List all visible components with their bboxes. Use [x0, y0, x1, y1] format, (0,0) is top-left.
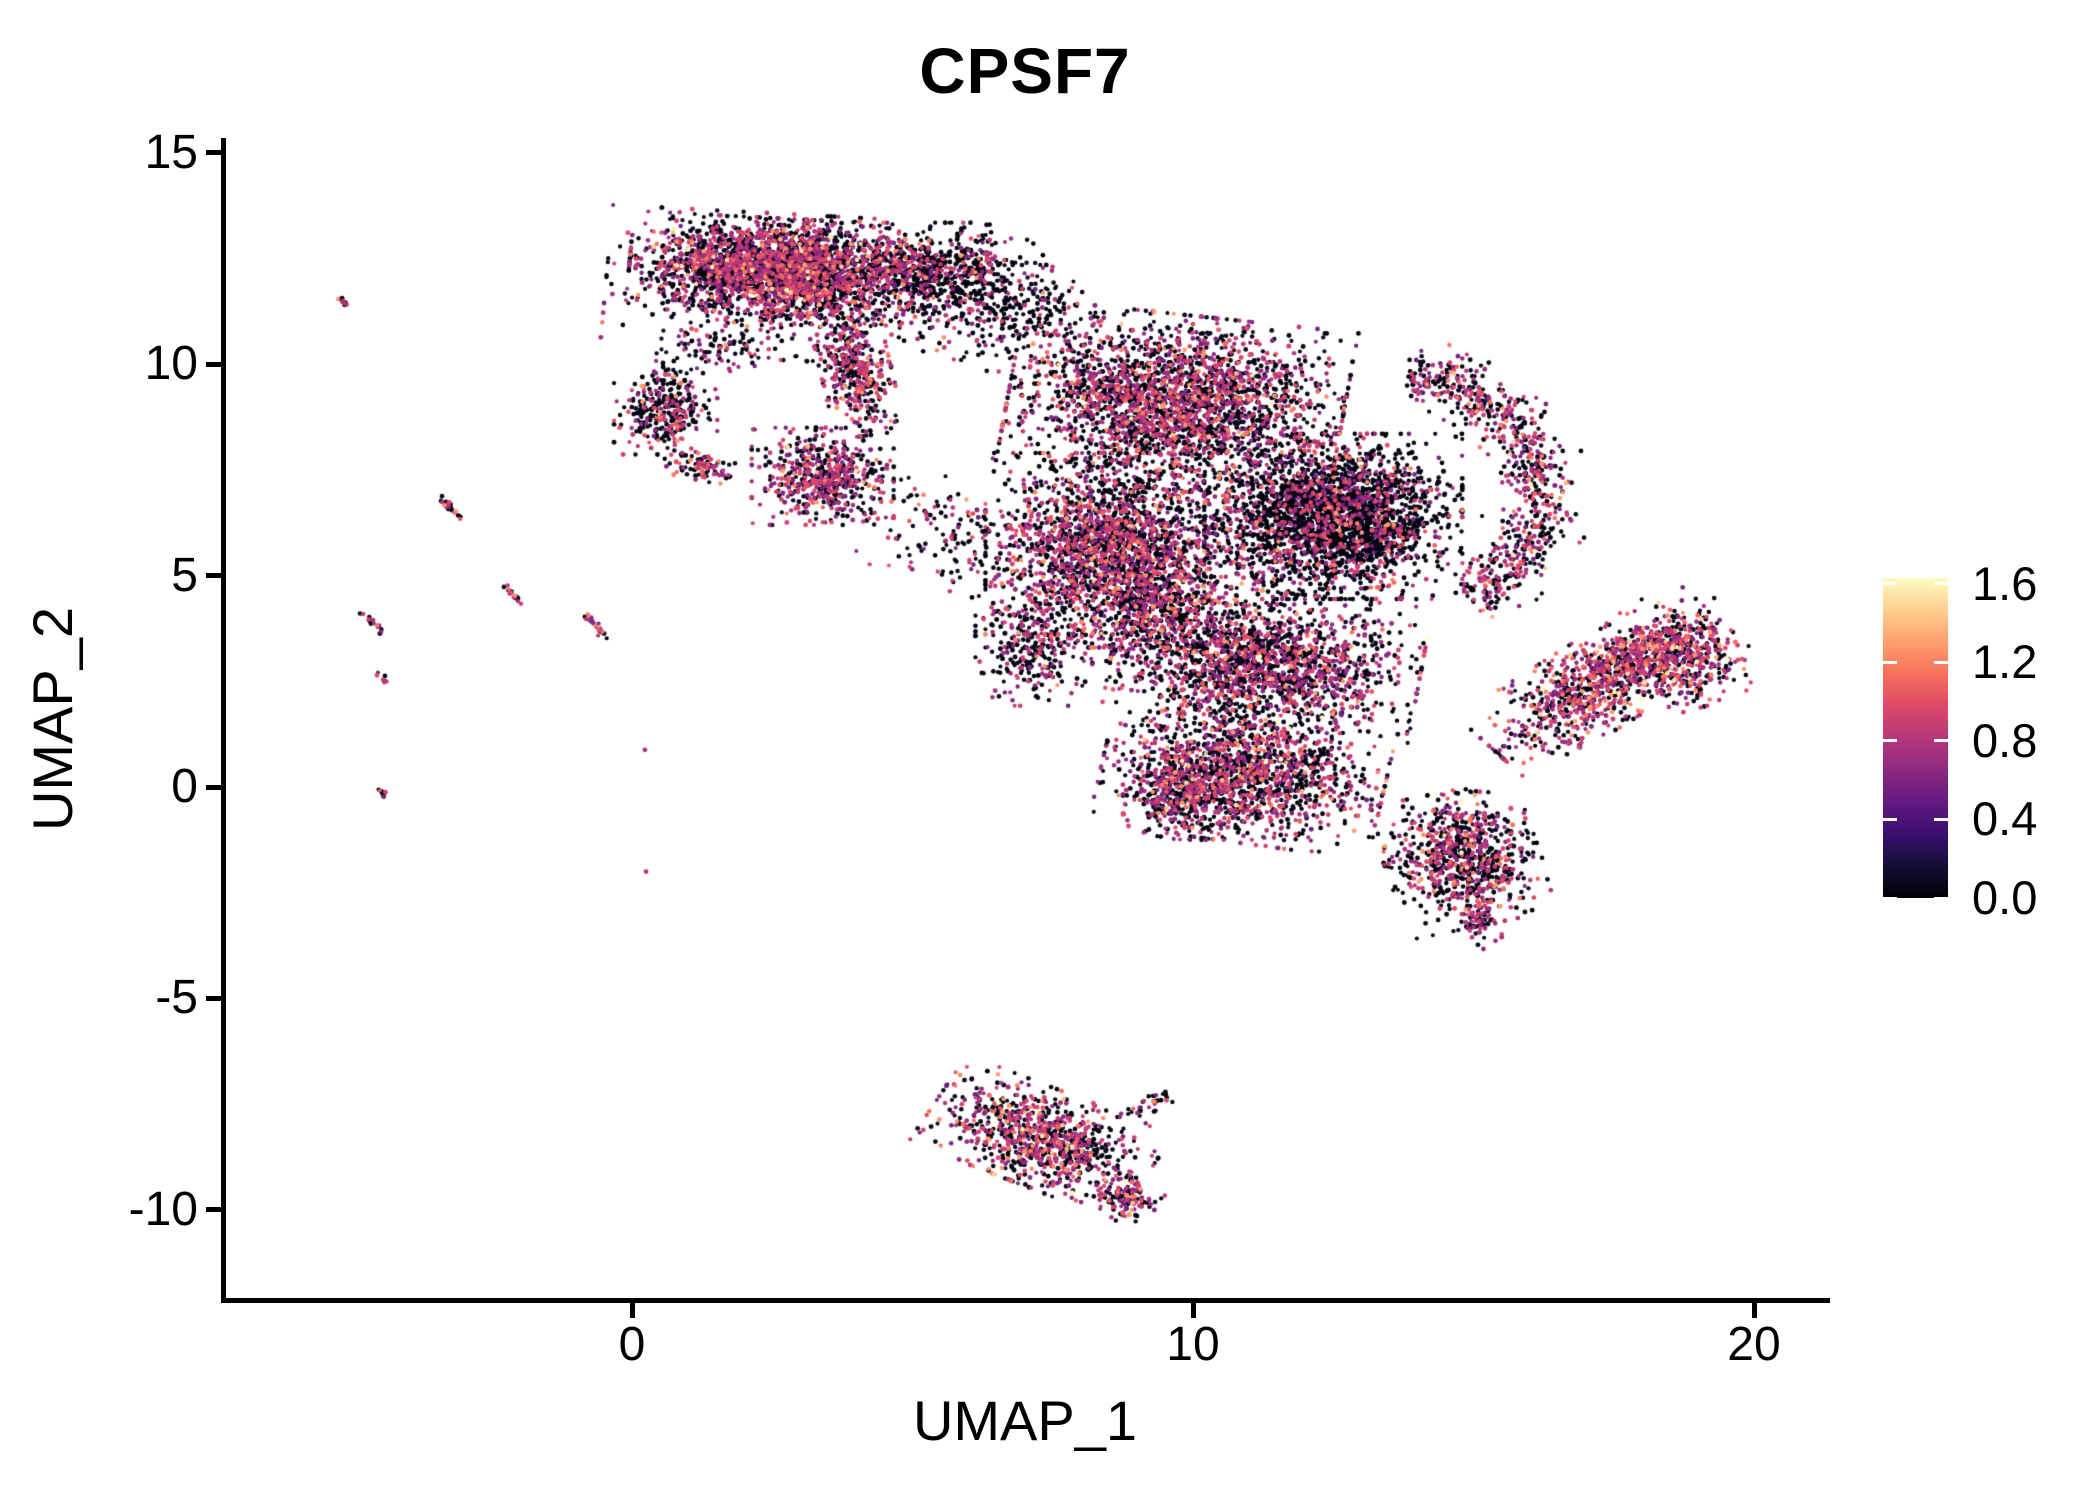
y-tick-mark — [206, 1207, 221, 1213]
x-axis-label: UMAP_1 — [912, 1389, 1138, 1452]
legend-tick-mark — [1883, 739, 1897, 743]
legend-tick-label: 1.2 — [1972, 635, 2038, 689]
y-tick-label: 10 — [144, 337, 198, 391]
legend-tick-mark — [1883, 817, 1897, 821]
y-axis-line — [221, 138, 226, 1302]
y-tick-label: -10 — [128, 1182, 198, 1236]
y-tick-label: 0 — [171, 760, 198, 813]
legend-tick-label: 0.4 — [1972, 792, 2038, 846]
y-tick-label: 5 — [171, 548, 198, 602]
y-tick-mark — [206, 573, 221, 579]
x-tick-mark — [629, 1303, 635, 1318]
legend-tick-mark — [1934, 739, 1948, 743]
y-tick-mark — [206, 150, 221, 156]
x-tick-mark — [1751, 1303, 1757, 1318]
y-tick-mark — [206, 784, 221, 790]
y-tick-mark — [206, 361, 221, 367]
x-axis-line — [221, 1298, 1830, 1303]
plot-title: CPSF7 — [919, 35, 1131, 107]
x-tick-label: 10 — [1166, 1318, 1220, 1371]
legend-tick-mark — [1934, 582, 1948, 586]
legend-tick-mark — [1934, 817, 1948, 821]
y-tick-label: 15 — [144, 125, 198, 179]
legend-tick-mark — [1883, 896, 1897, 900]
x-tick-label: 20 — [1727, 1318, 1781, 1371]
legend-tick-label: 0.8 — [1972, 713, 2038, 767]
legend-tick-mark — [1883, 582, 1897, 586]
legend-tick-label: 1.6 — [1972, 556, 2038, 610]
x-tick-mark — [1190, 1303, 1196, 1318]
legend-tick-mark — [1883, 660, 1897, 664]
legend-tick-mark — [1934, 660, 1948, 664]
legend-colorbar — [1883, 578, 1948, 898]
legend-tick-mark — [1934, 896, 1948, 900]
legend-tick-label: 0.0 — [1972, 871, 2038, 924]
x-tick-label: 0 — [618, 1318, 646, 1371]
y-tick-label: -5 — [155, 971, 198, 1025]
y-tick-mark — [206, 995, 221, 1001]
